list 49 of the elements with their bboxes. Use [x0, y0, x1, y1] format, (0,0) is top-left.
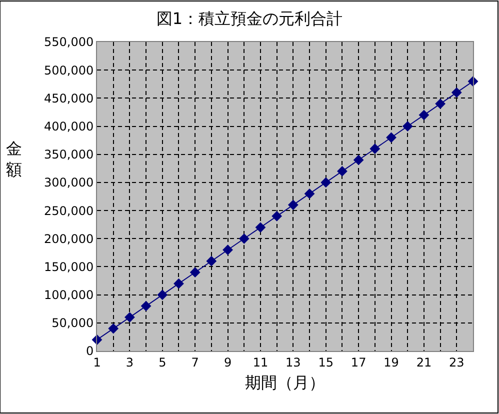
y-tick-label: 350,000 [44, 148, 94, 162]
x-tick-label: 13 [286, 355, 301, 370]
x-tick-label: 11 [252, 355, 268, 370]
point [370, 144, 380, 154]
x-axis-title: 期間（月） [245, 373, 325, 392]
x-tick-label: 1 [93, 355, 101, 370]
point [337, 166, 348, 176]
point [402, 121, 413, 132]
y-tick-label: 400,000 [44, 119, 94, 134]
point [288, 200, 298, 210]
point [206, 256, 217, 266]
x-tick-label: 9 [224, 355, 232, 370]
point [140, 300, 152, 312]
point [451, 87, 462, 98]
x-tick-label: 7 [191, 355, 199, 370]
x-tick-label: 3 [126, 355, 134, 370]
point [222, 244, 233, 256]
point [418, 110, 430, 120]
x-tick-label: 17 [350, 355, 366, 370]
y-tick-label: 300,000 [44, 176, 94, 190]
y-tick-label: 250,000 [44, 204, 94, 218]
y-axis-title: 金額 [6, 139, 22, 179]
x-tick-label: 21 [416, 355, 432, 370]
y-tick-label: 200,000 [44, 232, 94, 246]
x-tick-label: 23 [449, 355, 464, 370]
point [304, 188, 315, 199]
x-tick-label: 5 [158, 355, 166, 370]
point [157, 290, 168, 300]
point [255, 222, 266, 233]
point [353, 154, 364, 166]
x-tick-label: 19 [384, 355, 399, 370]
chart-title: 図1：積立預金の元利合計 [156, 9, 343, 28]
y-tick-label: 550,000 [44, 35, 94, 50]
y-tick-label: 500,000 [44, 63, 94, 78]
point [108, 323, 119, 334]
point [386, 132, 396, 143]
x-tick-label: 15 [318, 355, 334, 370]
point [435, 98, 446, 109]
point [124, 312, 135, 322]
y-tick-label: 150,000 [44, 260, 94, 274]
y-tick-label: 100,000 [44, 288, 94, 302]
point [272, 210, 282, 222]
y-tick-label: 50,000 [52, 316, 94, 330]
point [174, 278, 184, 289]
y-tick-label: 0 [86, 344, 94, 358]
point [238, 233, 250, 244]
point [320, 177, 332, 188]
point [190, 267, 200, 278]
y-tick-label: 450,000 [44, 91, 94, 106]
